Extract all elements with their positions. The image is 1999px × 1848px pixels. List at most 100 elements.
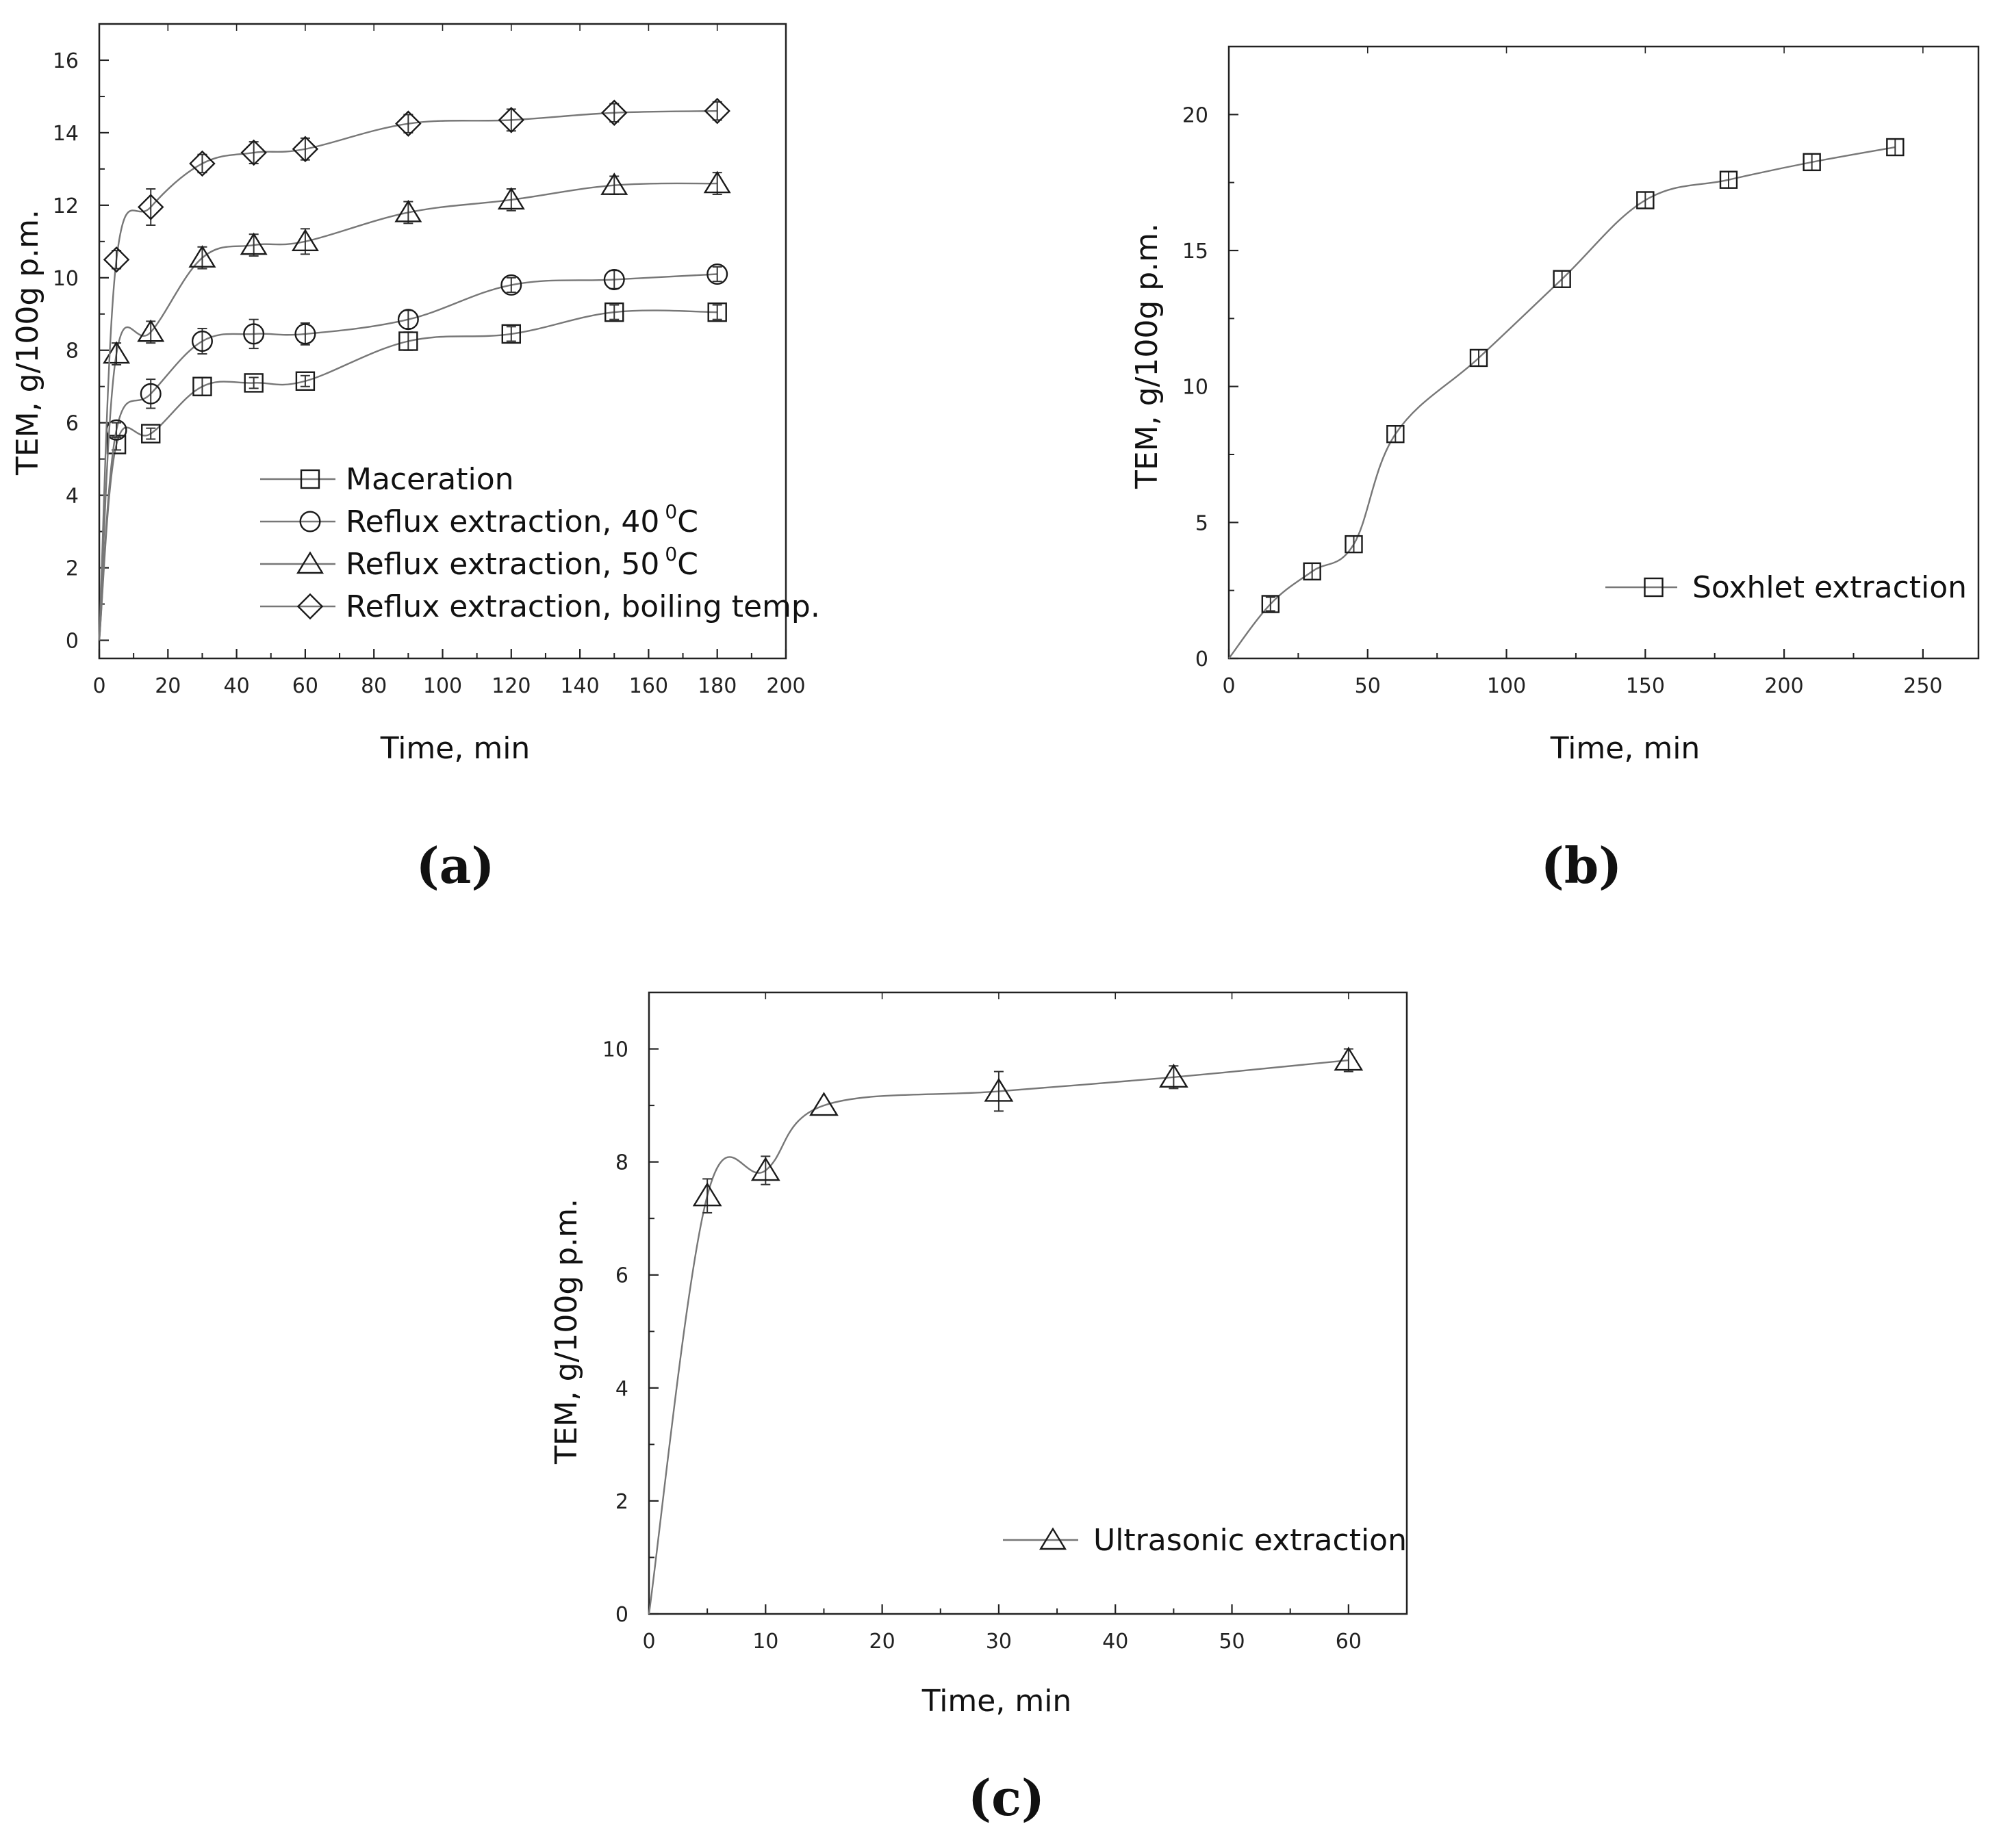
x-tick-label: 50 [1355, 674, 1381, 698]
data-point [240, 232, 268, 255]
x-tick-label: 40 [1102, 1630, 1128, 1654]
data-point [750, 1157, 780, 1181]
y-tick-label: 20 [1182, 103, 1208, 127]
data-point [604, 302, 624, 322]
data-point [600, 172, 628, 195]
y-tick-label: 2 [615, 1490, 628, 1514]
x-tick-label: 120 [492, 674, 531, 698]
y-tick-label: 8 [615, 1151, 628, 1175]
data-point [188, 245, 216, 268]
x-tick-label: 20 [869, 1630, 895, 1654]
series-line [98, 273, 717, 641]
x-tick-label: 180 [698, 674, 737, 698]
data-point [291, 229, 319, 252]
y-axis: 0 2 4 6 8 10 12 14 16 [53, 49, 109, 654]
data-point [707, 302, 727, 322]
x-tick-label: 200 [766, 674, 805, 698]
data-point [603, 268, 625, 290]
legend-label-sup: 0 [665, 500, 677, 523]
data-point [497, 187, 525, 210]
x-tick-label: 100 [1487, 674, 1526, 698]
x-tick-label: 200 [1764, 674, 1803, 698]
x-tick-label: 250 [1903, 674, 1942, 698]
y-tick-label: 4 [66, 485, 79, 509]
data-point [1334, 1047, 1364, 1071]
data-point [1261, 595, 1280, 613]
x-tick-label: 20 [155, 674, 181, 698]
data-point [809, 1092, 839, 1116]
panel-label: (c) [968, 1769, 1045, 1827]
data-point [704, 97, 730, 125]
data-point [240, 139, 267, 166]
x-axis-title: Time, min [380, 731, 531, 766]
y-tick-label: 0 [66, 630, 79, 654]
data-point [103, 246, 130, 273]
y-axis-title: TEM, g/100g p.m. [1130, 223, 1164, 489]
x-axis: 0 50 100 150 200 250 [1222, 47, 1943, 698]
series-0 [648, 1047, 1364, 1615]
plot-frame [1227, 45, 1980, 660]
legend-label: Reflux extraction, boiling temp. [346, 589, 820, 624]
x-tick-label: 100 [423, 674, 462, 698]
data-point [395, 110, 422, 137]
data-point [501, 324, 521, 344]
x-tick-label: 0 [1222, 674, 1235, 698]
legend-marker [296, 551, 324, 574]
data-point [703, 170, 731, 194]
data-point [1469, 348, 1488, 368]
data-point [1386, 425, 1405, 444]
series-line [98, 110, 717, 641]
y-tick-label: 2 [66, 557, 79, 581]
chart-panel-b: 0 50 100 150 200 250 0 5 10 15 20 Time, min TEM, g/1… [1130, 45, 1980, 895]
y-tick-label: 16 [53, 49, 79, 73]
data-point [189, 150, 216, 177]
y-tick-label: 8 [66, 339, 79, 363]
data-point [498, 107, 525, 133]
series-3 [98, 97, 730, 641]
x-tick-label: 60 [292, 674, 318, 698]
legend-label-main: Reflux extraction, 50 [346, 547, 659, 582]
x-axis: 0 20 40 60 80 100 120 140 160 180 200 [92, 24, 806, 698]
y-tick-label: 4 [615, 1377, 628, 1401]
data-point [601, 99, 628, 127]
data-point [1345, 535, 1363, 554]
x-tick-label: 40 [224, 674, 250, 698]
legend-entry: Reflux extraction, 40 0C [260, 500, 698, 539]
legend-label: Ultrasonic extraction [1093, 1523, 1407, 1558]
x-tick-label: 10 [752, 1630, 778, 1654]
series-0 [1228, 138, 1905, 659]
data-point [137, 194, 164, 220]
y-tick-label: 5 [1195, 511, 1208, 535]
data-point [984, 1077, 1014, 1102]
y-tick-label: 0 [615, 1603, 628, 1627]
x-tick-label: 160 [629, 674, 668, 698]
legend-marker [296, 593, 324, 620]
legend-label-sup: 0 [665, 543, 677, 565]
data-point [692, 1182, 722, 1207]
panel-label: (a) [416, 836, 495, 895]
data-point [706, 264, 728, 285]
data-point [140, 383, 162, 405]
data-point [397, 309, 419, 331]
legend-entry: Reflux extraction, boiling temp. [260, 589, 820, 624]
data-point [292, 136, 319, 162]
y-axis: 0 5 10 15 20 [1182, 103, 1238, 671]
data-point [191, 331, 213, 352]
legend-label: Reflux extraction, 40 0C [346, 500, 698, 539]
data-point [244, 373, 264, 393]
y-tick-label: 6 [66, 412, 79, 436]
series-0 [98, 302, 727, 641]
y-tick-label: 10 [602, 1038, 628, 1062]
legend-label: Maceration [346, 462, 514, 497]
series-line [98, 309, 717, 641]
legend-label-suffix: C [677, 547, 698, 582]
x-axis: 0 10 20 30 40 50 60 [642, 992, 1362, 1654]
data-point [294, 323, 316, 345]
plot-frame [648, 991, 1408, 1615]
legend-entry: Soxhlet extraction [1605, 570, 1967, 605]
y-tick-label: 10 [1182, 376, 1208, 400]
x-tick-label: 60 [1336, 1630, 1362, 1654]
x-tick-label: 30 [986, 1630, 1012, 1654]
legend-marker [1039, 1527, 1067, 1550]
